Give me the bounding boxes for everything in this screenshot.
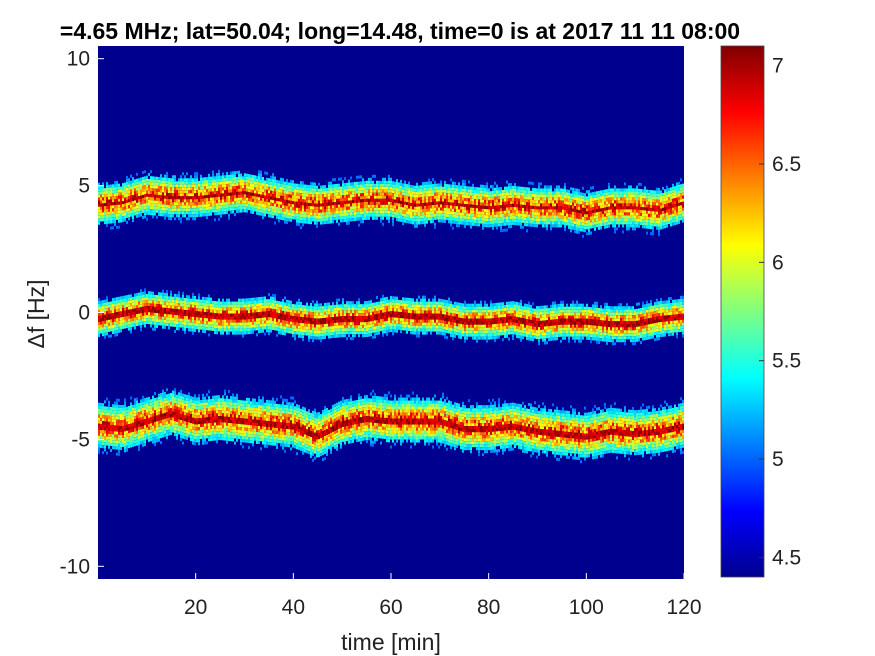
x-axis-label: time [min] — [341, 629, 441, 655]
x-tick-label: 60 — [379, 596, 402, 619]
y-axis-ticks: -10 -5 0 5 10 — [60, 48, 104, 578]
colorbar-tick-label: 6 — [772, 251, 784, 274]
colorbar-ticks: 4.5 5 5.5 6 6.5 7 — [759, 55, 801, 569]
y-tick-label: -10 — [60, 555, 90, 578]
band-0 — [98, 169, 684, 238]
colorbar-tick-label: 7 — [772, 55, 784, 78]
x-tick-label: 80 — [477, 596, 500, 619]
colorbar-tick-label: 6.5 — [772, 153, 801, 176]
colorbar-tick-label: 4.5 — [772, 546, 801, 569]
chart-title: =4.65 MHz; lat=50.04; long=14.48, time=0… — [60, 18, 740, 44]
colorbar-tick-label: 5.5 — [772, 350, 801, 373]
y-tick-label: 5 — [78, 175, 90, 198]
x-axis-ticks: 20 40 60 80 100 120 — [184, 573, 702, 619]
colorbar — [720, 45, 765, 578]
y-tick-label: 10 — [67, 48, 90, 71]
x-tick-label: 100 — [569, 596, 604, 619]
x-tick-label: 120 — [666, 596, 701, 619]
band-2 — [98, 388, 684, 464]
y-tick-label: -5 — [71, 428, 90, 451]
y-axis-label: Δf [Hz] — [23, 279, 49, 348]
x-tick-label: 40 — [282, 596, 305, 619]
colorbar-tick-label: 5 — [772, 448, 784, 471]
y-tick-label: 0 — [78, 302, 90, 325]
spectrogram-bands — [98, 169, 684, 464]
x-tick-label: 20 — [184, 596, 207, 619]
band-1 — [98, 288, 684, 346]
